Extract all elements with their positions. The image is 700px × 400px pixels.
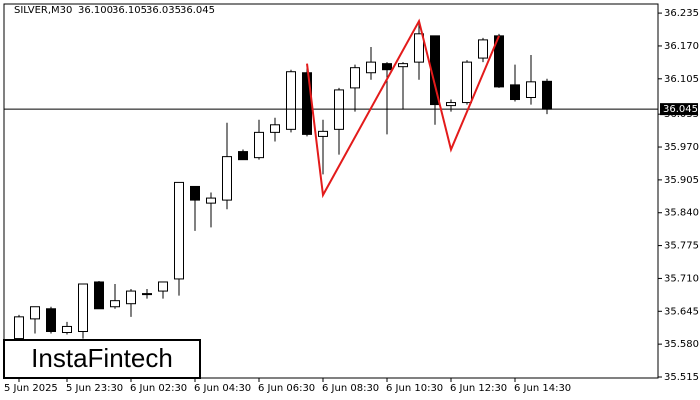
candle-up (110, 300, 120, 308)
y-tick-label: 35.515 (664, 372, 699, 383)
y-tick-label: 35.775 (664, 241, 699, 252)
candle-down (510, 84, 520, 101)
y-tick-label: 35.970 (664, 142, 699, 153)
candle-up (14, 316, 24, 340)
candle-up (350, 67, 360, 89)
y-tick-label: 35.580 (664, 339, 699, 350)
y-tick-label: 36.170 (664, 41, 699, 52)
x-tick-label: 6 Jun 12:30 (450, 383, 507, 394)
candle-up (334, 89, 344, 130)
ohlc-low: 36.035 (146, 5, 181, 16)
current-price-box (660, 103, 698, 116)
candle-up (62, 325, 72, 334)
candle-up (462, 61, 472, 104)
y-tick-label: 35.710 (664, 273, 699, 284)
candle-up (222, 156, 232, 201)
watermark-box (3, 339, 201, 379)
candle-up (286, 71, 296, 130)
x-tick-label: 6 Jun 10:30 (386, 383, 443, 394)
candle-up (414, 33, 424, 63)
candle-up (158, 281, 168, 292)
candle-down (542, 80, 552, 110)
candle-up (142, 293, 152, 296)
candle-up (270, 124, 280, 133)
candle-up (174, 181, 184, 280)
candle-up (478, 39, 488, 59)
candle-up (526, 81, 536, 99)
pattern-line (306, 18, 500, 199)
candle-down (94, 281, 104, 310)
y-tick-label: 36.235 (664, 8, 699, 19)
x-tick-label: 6 Jun 08:30 (322, 383, 379, 394)
candle-down (46, 308, 56, 333)
candle-up (398, 63, 408, 68)
x-tick-label: 6 Jun 04:30 (194, 383, 251, 394)
candle-down (382, 63, 392, 71)
watermark: InstaFintech (31, 343, 173, 373)
ohlc-high: 36.105 (112, 5, 147, 16)
x-tick-label: 6 Jun 02:30 (130, 383, 187, 394)
y-tick-label: 35.905 (664, 175, 699, 186)
candle-up (254, 131, 264, 159)
candle-up (206, 197, 216, 204)
candle-down (190, 185, 200, 201)
y-tick-label: 36.105 (664, 74, 699, 85)
current-price-label: 36.045 (663, 104, 698, 115)
candle-up (446, 102, 456, 107)
x-tick-label: 5 Jun 23:30 (66, 383, 123, 394)
y-tick-label: 35.645 (664, 306, 699, 317)
candle-up (366, 61, 376, 74)
candle-up (30, 306, 40, 320)
symbol: SILVER,M30 (14, 5, 72, 16)
candle-down (238, 151, 248, 161)
y-tick-label: 35.840 (664, 208, 699, 219)
ohlc-open: 36.100 (78, 5, 113, 16)
x-tick-label: 6 Jun 06:30 (258, 383, 315, 394)
marks (14, 22, 552, 344)
ohlc-close: 36.045 (180, 5, 215, 16)
candle-up (78, 283, 88, 333)
plot-frame (3, 3, 659, 379)
x-tick-label: 6 Jun 14:30 (514, 383, 571, 394)
x-tick-label: 5 Jun 2025 (4, 383, 58, 394)
candle-up (318, 130, 328, 137)
candle-up (126, 290, 136, 305)
